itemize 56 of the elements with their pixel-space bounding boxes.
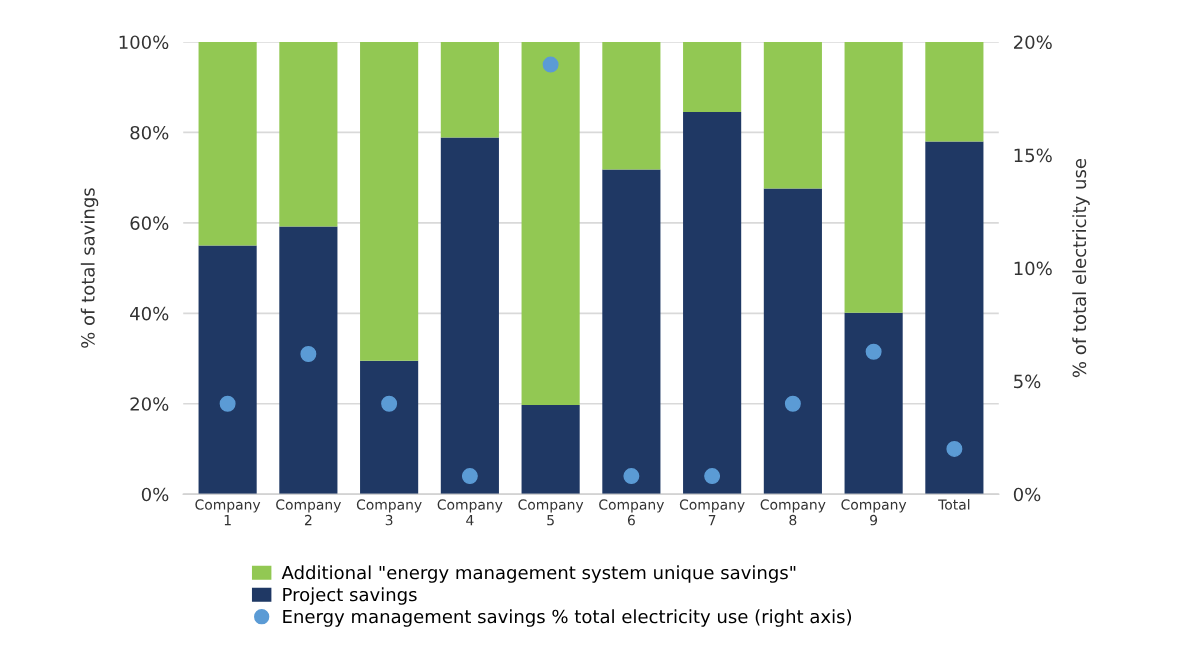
bar xyxy=(198,245,257,495)
y-axis-title: % of total savings xyxy=(80,188,99,348)
y-tick-label: 20% xyxy=(130,397,169,411)
bar xyxy=(602,41,661,170)
bar xyxy=(521,405,580,495)
y2-tick-label: 5% xyxy=(1014,374,1041,389)
x-tick-label: Company 4 xyxy=(437,499,503,526)
bar xyxy=(844,41,903,313)
point xyxy=(219,395,236,412)
y-tick-label: 60% xyxy=(130,216,169,230)
y-tick-label: 40% xyxy=(130,306,169,321)
point xyxy=(865,343,882,360)
point xyxy=(300,346,317,362)
legend-label: Energy management savings % total electricity use (right axis) xyxy=(283,609,852,627)
point xyxy=(946,440,963,457)
point xyxy=(704,468,721,485)
y-tick-label: 100% xyxy=(119,35,169,50)
y2-tick-label: 0% xyxy=(1013,487,1041,502)
bar xyxy=(925,41,984,142)
bar xyxy=(925,141,984,495)
bar xyxy=(360,360,419,495)
bar xyxy=(683,112,742,495)
bar xyxy=(440,137,499,495)
bar xyxy=(198,41,257,246)
x-tick-label: Company 1 xyxy=(195,499,261,526)
x-tick-label: Company 9 xyxy=(841,499,907,526)
point xyxy=(623,468,640,485)
bar xyxy=(844,312,903,495)
x-tick-label: Company 2 xyxy=(276,499,341,526)
x-tick-label: Company 6 xyxy=(599,499,664,526)
x-tick-label: Company 3 xyxy=(356,499,422,526)
bar xyxy=(279,41,338,227)
bar xyxy=(763,188,822,495)
bar xyxy=(602,169,661,495)
point xyxy=(461,468,478,485)
y-tick-label: 0% xyxy=(141,487,169,502)
bar xyxy=(440,41,499,138)
bar xyxy=(683,41,742,113)
y2-tick-label: 10% xyxy=(1014,261,1052,276)
y2-tick-label: 20% xyxy=(1014,35,1052,50)
point xyxy=(381,395,398,412)
x-tick-label: Company 7 xyxy=(679,499,745,526)
y-tick-label: 80% xyxy=(130,125,169,140)
point xyxy=(784,395,801,412)
point xyxy=(542,56,559,73)
bar xyxy=(521,41,580,406)
bar xyxy=(360,41,419,361)
x-tick-label: Company 5 xyxy=(518,499,584,526)
bar xyxy=(279,226,338,495)
x-tick-label: Company 8 xyxy=(760,499,826,526)
legend-label: Project savings xyxy=(283,587,417,605)
legend-label: Additional "energy management system unique savings" xyxy=(281,565,796,583)
x-tick-label: Total xyxy=(938,499,970,510)
bar xyxy=(763,41,822,189)
y2-axis-title: % of total electricity use xyxy=(1072,158,1090,378)
y2-tick-label: 15% xyxy=(1014,148,1052,163)
